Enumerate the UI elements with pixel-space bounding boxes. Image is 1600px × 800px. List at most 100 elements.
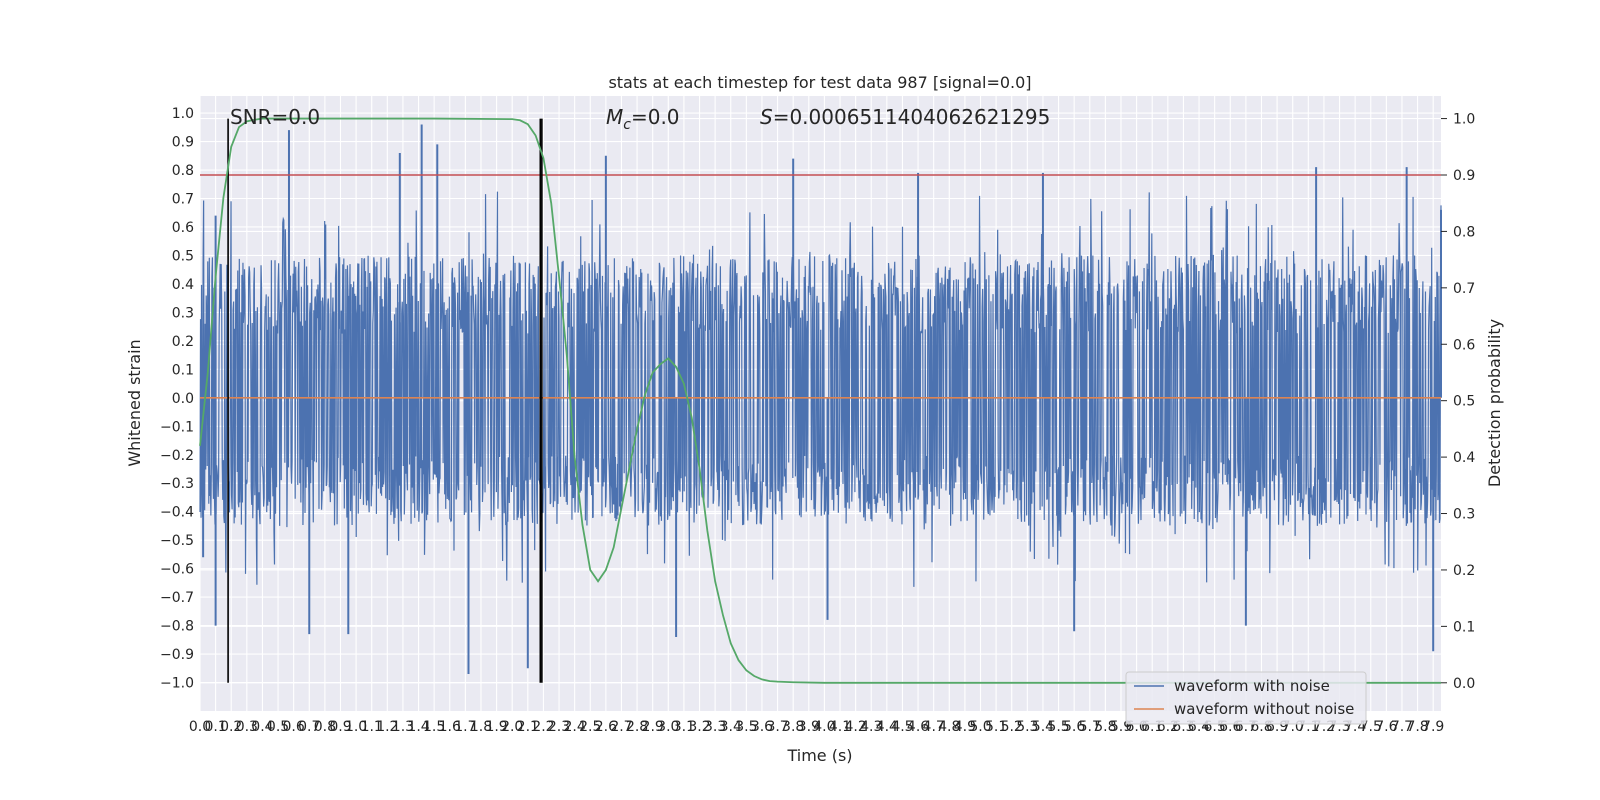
x-tick-label-49: 4.9	[954, 719, 976, 735]
y-tick-label-13: 0.3	[172, 305, 194, 321]
y-tick-label-11: 0.1	[172, 362, 194, 378]
x-tick-label-9: 0.9	[329, 719, 351, 735]
y2-tick-label-5: 0.5	[1453, 394, 1475, 410]
chart-title: stats at each timestep for test data 987…	[608, 73, 1031, 92]
x-tick-label-40: 4.0	[813, 719, 835, 735]
legend: waveform with noise waveform without noi…	[1125, 671, 1367, 725]
x-tick-label-55: 5.5	[1047, 719, 1069, 735]
y-tick-label-5: −0.5	[160, 533, 194, 549]
x-tick-label-76: 7.6	[1375, 719, 1397, 735]
x-tick-label-11: 1.1	[361, 719, 383, 735]
y2-tick-label-8: 0.8	[1453, 224, 1475, 240]
x-tick-label-24: 2.4	[564, 719, 586, 735]
legend-label-waveform-with-noise: waveform with noise	[1174, 677, 1330, 695]
y2-tick-label-3: 0.3	[1453, 507, 1475, 523]
x-tick-label-41: 4.1	[829, 719, 851, 735]
y-tick-label-18: 0.8	[172, 163, 194, 179]
x-tick-label-30: 3.0	[657, 719, 679, 735]
x-tick-label-52: 5.2	[1001, 719, 1023, 735]
y2-tick-label-10: 1.0	[1453, 112, 1475, 128]
waveform-with-noise-series	[199, 124, 1442, 674]
x-tick-label-37: 3.7	[766, 719, 788, 735]
s-symbol: S	[760, 105, 773, 129]
y2-tick-label-9: 0.9	[1453, 168, 1475, 184]
y2-tick-label-1: 0.1	[1453, 619, 1475, 635]
chirp-mass-subscript: c	[623, 117, 631, 133]
y-tick-label-16: 0.6	[172, 220, 194, 236]
x-tick-label-10: 1.0	[345, 719, 367, 735]
x-tick-label-29: 2.9	[642, 719, 664, 735]
x-tick-label-77: 7.7	[1391, 719, 1413, 735]
x-tick-label-1: 0.1	[204, 719, 226, 735]
y-tick-label-2: −0.8	[160, 619, 194, 635]
detection-probability-line	[199, 117, 1441, 684]
x-tick-label-5: 0.5	[267, 719, 289, 735]
x-tick-label-35: 3.5	[735, 719, 757, 735]
x-tick-label-22: 2.2	[532, 719, 554, 735]
y-tick-label-19: 0.9	[172, 135, 194, 151]
x-tick-label-47: 4.7	[923, 719, 945, 735]
x-tick-label-21: 2.1	[517, 719, 539, 735]
y2-tick-label-4: 0.4	[1453, 450, 1475, 466]
x-tick-label-31: 3.1	[673, 719, 695, 735]
x-tick-label-57: 5.7	[1079, 719, 1101, 735]
x-tick-label-38: 3.8	[782, 719, 804, 735]
x-tick-label-8: 0.8	[314, 719, 336, 735]
x-tick-label-17: 1.7	[454, 719, 476, 735]
y-tick-label-3: −0.7	[160, 590, 194, 606]
x-tick-label-48: 4.8	[938, 719, 960, 735]
chirp-mass-annotation: Mc=0.0	[606, 105, 680, 133]
x-tick-label-79: 7.9	[1422, 719, 1444, 735]
y2-axis-ticks: 0.0 0.1 0.2 0.3 0.4 0.5 0.6 0.7 0.8 0.9 1.0	[1441, 112, 1475, 692]
y2-tick-label-0: 0.0	[1453, 676, 1475, 692]
x-tick-label-4: 0.4	[251, 719, 273, 735]
x-tick-label-34: 3.4	[720, 719, 742, 735]
y-tick-label-9: −0.1	[160, 419, 194, 435]
y2-axis-label: Detection probability	[1485, 319, 1504, 487]
x-tick-label-53: 5.3	[1016, 719, 1038, 735]
x-tick-label-27: 2.7	[610, 719, 632, 735]
x-tick-label-45: 4.5	[891, 719, 913, 735]
x-tick-label-33: 3.3	[704, 719, 726, 735]
legend-box	[1125, 671, 1367, 725]
x-tick-label-39: 3.9	[798, 719, 820, 735]
y-tick-label-0: −1.0	[160, 676, 194, 692]
x-tick-label-19: 1.9	[485, 719, 507, 735]
x-tick-label-28: 2.8	[626, 719, 648, 735]
y2-tick-label-6: 0.6	[1453, 337, 1475, 353]
y-tick-label-12: 0.2	[172, 334, 194, 350]
x-tick-label-7: 0.7	[298, 719, 320, 735]
y-tick-label-10: 0.0	[172, 391, 194, 407]
chirp-mass-value: =0.0	[631, 105, 680, 129]
y-axis-label: Whitened strain	[125, 339, 144, 466]
x-tick-label-51: 5.1	[985, 719, 1007, 735]
x-tick-label-13: 1.3	[392, 719, 414, 735]
x-tick-label-44: 4.4	[876, 719, 898, 735]
y-tick-label-15: 0.5	[172, 248, 194, 264]
x-tick-label-3: 0.3	[236, 719, 258, 735]
x-tick-label-46: 4.6	[907, 719, 929, 735]
x-tick-label-50: 5.0	[969, 719, 991, 735]
x-tick-label-18: 1.8	[470, 719, 492, 735]
y-tick-label-20: 1.0	[172, 106, 194, 122]
x-tick-label-36: 3.6	[751, 719, 773, 735]
y-tick-label-7: −0.3	[160, 476, 194, 492]
x-tick-label-32: 3.2	[688, 719, 710, 735]
x-tick-label-42: 4.2	[844, 719, 866, 735]
x-tick-label-58: 5.8	[1094, 719, 1116, 735]
x-tick-label-16: 1.6	[439, 719, 461, 735]
x-tick-label-43: 4.3	[860, 719, 882, 735]
y-tick-label-6: −0.4	[160, 505, 194, 521]
x-tick-label-6: 0.6	[283, 719, 305, 735]
y-tick-label-17: 0.7	[172, 192, 194, 208]
s-annotation: S=0.0006511404062621295	[760, 105, 1050, 129]
y2-tick-label-7: 0.7	[1453, 281, 1475, 297]
y2-tick-label-2: 0.2	[1453, 563, 1475, 579]
s-value: =0.0006511404062621295	[773, 105, 1051, 129]
x-tick-label-25: 2.5	[579, 719, 601, 735]
line-layer	[199, 117, 1441, 684]
x-tick-label-14: 1.4	[407, 719, 429, 735]
snr-annotation: SNR=0.0	[230, 105, 320, 129]
x-axis-label: Time (s)	[786, 746, 852, 765]
